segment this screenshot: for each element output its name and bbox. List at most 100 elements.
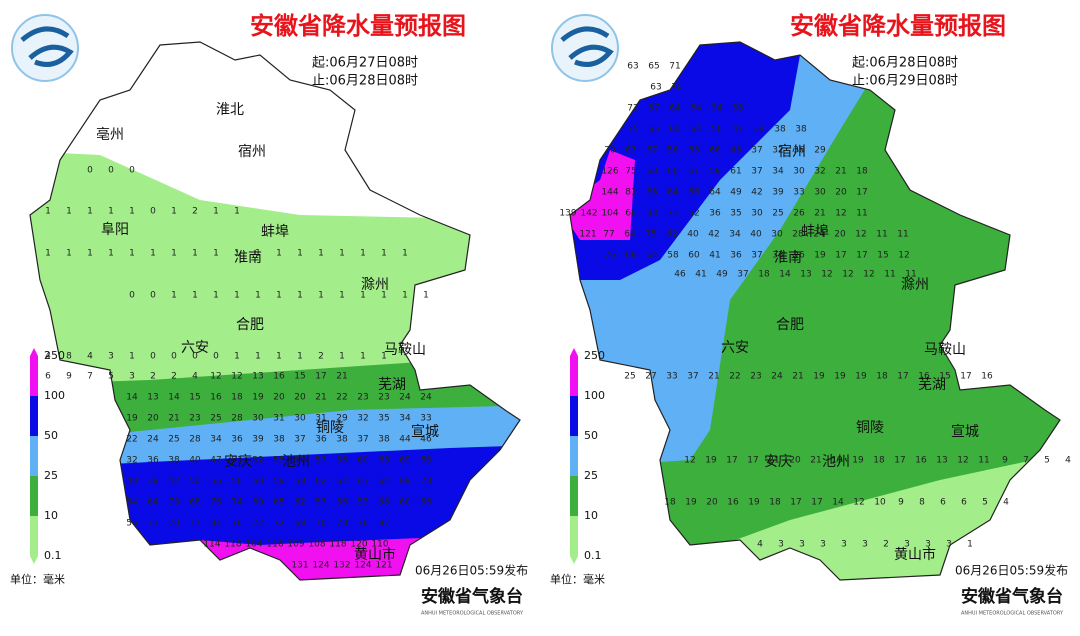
grid-value: 62 [336,477,347,487]
grid-value: 13 [252,372,263,382]
grid-value: 73 [147,519,158,529]
grid-value: 32 [357,414,368,424]
city-label: 蚌埠 [261,223,289,240]
grid-value: 34 [210,435,222,445]
grid-value: 56 [210,477,222,487]
grid-value: 2 [171,372,177,382]
grid-value: 56 [231,477,243,487]
grid-value: 65 [646,188,657,198]
grid-value: 3 [820,540,826,550]
grid-value: 1 [360,249,366,259]
city-label: 池州 [282,454,310,470]
grid-value: 19 [252,393,264,403]
grid-value: 6 [940,498,946,508]
grid-value: 19 [831,456,843,466]
agency-en: ANHUI METEOROLOGICAL OBSERVATORY [421,611,524,617]
grid-value: 32 [772,146,783,156]
grid-value: 1 [234,207,240,217]
grid-value: 12 [863,270,874,280]
grid-value: 56 [667,146,679,156]
city-label: 宿州 [238,143,266,160]
grid-value: 70 [604,146,616,156]
grid-value: 8 [919,498,925,508]
city-label: 安庆 [224,454,252,470]
grid-value: 28 [231,414,243,424]
grid-value: 3 [841,540,847,550]
legend-label: 100 [584,389,605,402]
grid-value: 19 [855,372,867,382]
grid-value: 61 [688,167,699,177]
legend-swatch [570,436,578,476]
grid-value: 17 [894,456,905,466]
grid-value: 22 [336,393,347,403]
grid-value: 20 [706,498,718,508]
grid-value: 76 [210,498,222,508]
grid-value: 1 [213,291,219,301]
city-label: 合肥 [776,317,804,333]
legend-label: 0.1 [584,549,602,562]
grid-value: 38 [378,435,390,445]
grid-value: 114 [203,540,220,550]
grid-value: 16 [210,393,222,403]
grid-value: 25 [772,209,783,219]
grid-value: 1 [255,352,261,362]
grid-value: 12 [898,251,909,261]
legend-swatch [570,396,578,436]
grid-value: 1 [297,352,303,362]
grid-value: 16 [273,372,285,382]
grid-value: 1 [108,249,114,259]
grid-value: 72 [273,519,284,529]
grid-value: 6 [961,498,967,508]
grid-value: 12 [957,456,968,466]
grid-value: 20 [789,456,801,466]
grid-value: 14 [168,393,180,403]
grid-value: 75 [645,230,656,240]
grid-value: 14 [126,393,138,403]
grid-value: 2 [192,207,198,217]
legend-arrow [30,556,38,564]
grid-value: 78 [336,519,348,529]
grid-value: 36 [730,251,742,261]
grid-value: 24 [147,435,159,445]
grid-value: 41 [732,125,743,135]
grid-value: 7 [1023,456,1029,466]
grid-value: 57 [648,104,659,114]
grid-value: 38 [732,104,744,114]
end-time: 止:06月28日08时 [312,74,418,89]
grid-value: 25 [624,372,635,382]
legend-swatch [570,356,578,396]
grid-value: 58 [294,477,306,487]
grid-value: 58 [667,251,679,261]
grid-value: 1 [171,291,177,301]
grid-value: 81 [210,519,221,529]
grid-value: 60 [399,498,411,508]
legend-label: 10 [584,509,598,522]
legend-arrow [570,348,578,356]
grid-value: 1 [423,291,429,301]
grid-value: 57 [315,456,326,466]
grid-value: 17 [835,251,846,261]
grid-value: 1 [339,291,345,301]
grid-value: 5 [982,498,988,508]
grid-value: 120 [350,540,367,550]
grid-value: 46 [420,435,432,445]
grid-value: 21 [814,209,825,219]
grid-value: 64 [624,230,636,240]
grid-value: 63 [627,62,638,72]
grid-value: 21 [336,372,347,382]
grid-value: 17 [726,456,737,466]
grid-value: 1 [339,249,345,259]
grid-value: 20 [147,414,159,424]
grid-value: 73 [667,209,678,219]
grid-value: 35 [730,209,741,219]
grid-value: 1 [234,352,240,362]
grid-value: 21 [835,167,846,177]
city-label: 亳州 [96,126,124,143]
legend-label: 25 [584,469,598,482]
grid-value: 19 [813,372,825,382]
grid-value: 12 [210,372,221,382]
grid-value: 68 [625,209,637,219]
grid-value: 1 [318,249,324,259]
grid-value: 56 [711,125,723,135]
